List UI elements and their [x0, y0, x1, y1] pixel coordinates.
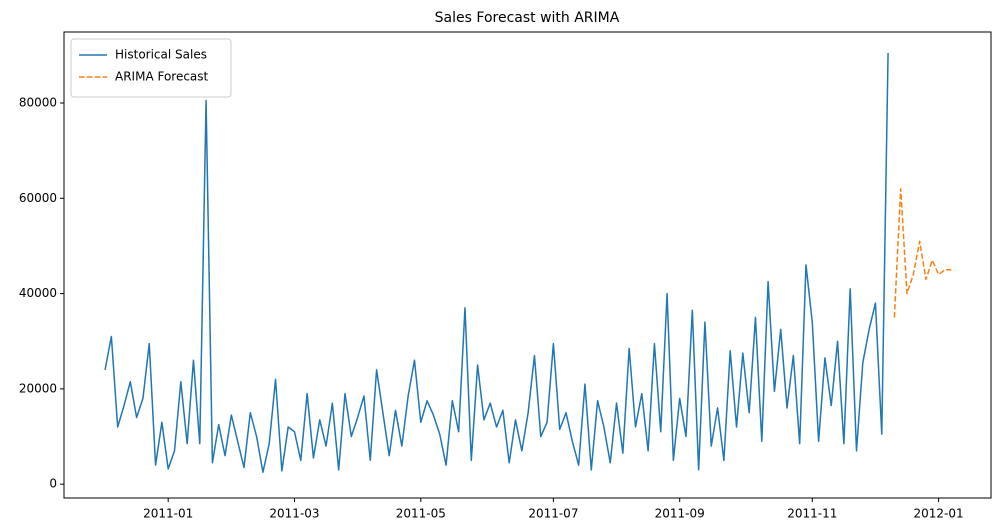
y-tick-label: 0	[49, 477, 57, 491]
x-tick-label: 2011-01	[143, 507, 193, 521]
y-tick-label: 80000	[19, 95, 57, 109]
y-tick-label: 20000	[19, 381, 57, 395]
x-tick-label: 2011-03	[269, 507, 319, 521]
x-tick-label: 2011-11	[787, 507, 837, 521]
legend-label: Historical Sales	[115, 48, 207, 62]
x-tick-label: 2011-09	[655, 507, 705, 521]
series-line	[104, 52, 889, 474]
y-tick-label: 60000	[19, 191, 57, 205]
legend-label: ARIMA Forecast	[115, 70, 209, 84]
x-tick-label: 2011-07	[528, 507, 578, 521]
y-tick-label: 40000	[19, 286, 57, 300]
x-tick-label: 2011-05	[396, 507, 446, 521]
chart-title: Sales Forecast with ARIMA	[435, 10, 620, 26]
legend: Historical Sales ARIMA Forecast	[70, 38, 232, 98]
plot-frame	[63, 31, 992, 499]
x-tick-label: 2012-01	[914, 507, 964, 521]
legend-frame	[70, 38, 232, 98]
series-line	[893, 188, 952, 318]
